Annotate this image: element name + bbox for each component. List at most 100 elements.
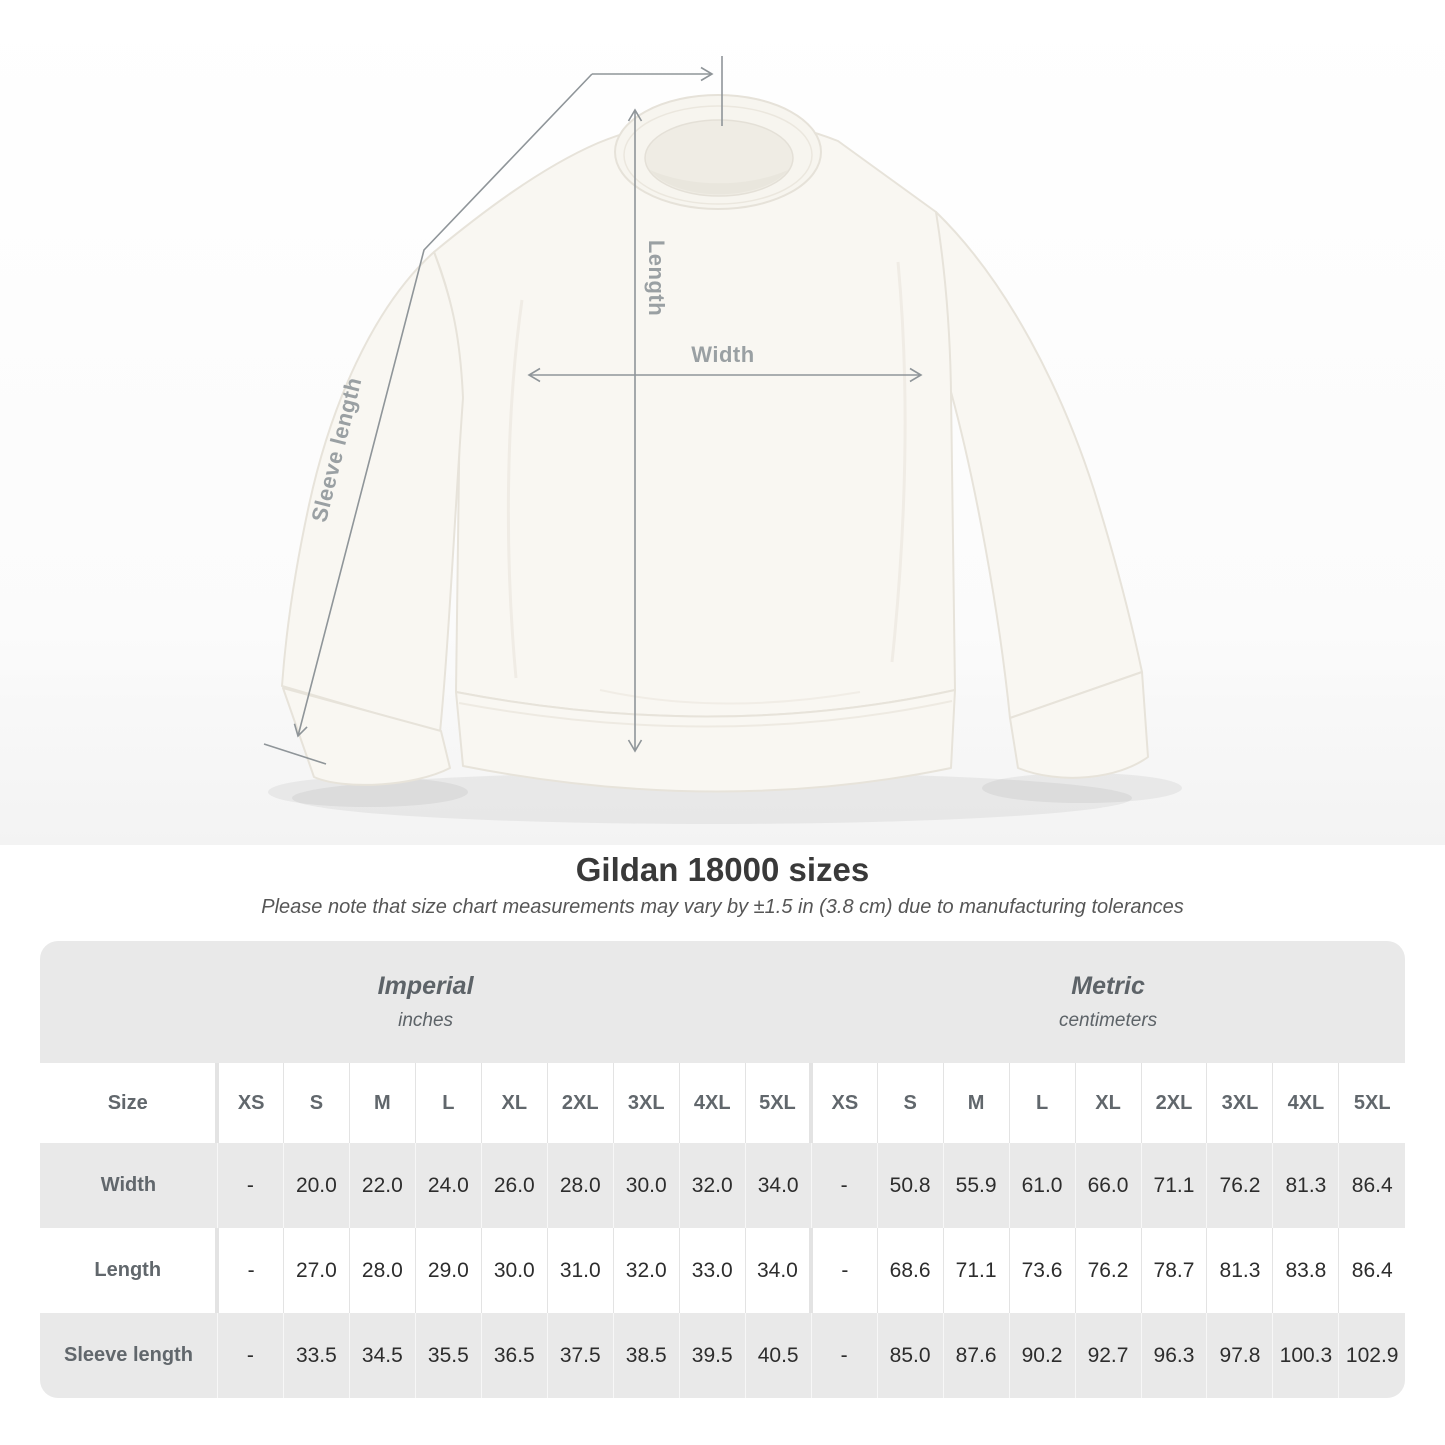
diagram-svg: Length Width Sleeve length — [0, 0, 1445, 845]
size-table: Imperial inches Metric centimeters Size XS S M L… — [40, 941, 1405, 1398]
size-value-cell: - — [215, 1228, 284, 1313]
size-value-cell: 100.3 — [1272, 1313, 1339, 1398]
size-value-cell: 35.5 — [414, 1313, 482, 1398]
sweatshirt-right-cuff — [1009, 671, 1149, 779]
size-col-header: L — [1008, 1063, 1076, 1143]
size-value-cell: 76.2 — [1206, 1143, 1273, 1228]
size-value-cell: 39.5 — [678, 1313, 746, 1398]
size-value-cell: 26.0 — [480, 1143, 548, 1228]
size-value-cell: 37.5 — [546, 1313, 614, 1398]
width-measure-label: Width — [691, 342, 754, 367]
sleeve-length-end-tick — [263, 743, 327, 765]
unit-group-unit: inches — [398, 1010, 454, 1031]
size-value-cell: 24.0 — [414, 1143, 482, 1228]
size-value-cell: 66.0 — [1074, 1143, 1141, 1228]
size-value-cell: 85.0 — [876, 1313, 944, 1398]
size-col-header: S — [282, 1063, 350, 1143]
size-value-cell: 40.5 — [744, 1313, 812, 1398]
size-col-header: 3XL — [1206, 1063, 1273, 1143]
size-value-cell: 92.7 — [1074, 1313, 1141, 1398]
size-header-row: Size XS S M L XL 2XL 3XL 4XL 5XL XS S M L XL 2XL 3XL 4XL 5… — [40, 1063, 1405, 1143]
row-label: Length — [94, 1259, 162, 1281]
size-value-cell: 34.0 — [744, 1228, 812, 1313]
unit-group-header: Metric centimeters — [811, 941, 1405, 1063]
size-value-cell: 34.5 — [348, 1313, 416, 1398]
size-value-cell: 76.2 — [1074, 1228, 1141, 1313]
size-col-header: 2XL — [546, 1063, 614, 1143]
size-value-cell: 29.0 — [414, 1228, 482, 1313]
size-value-cell: 86.4 — [1338, 1228, 1405, 1313]
size-value-cell: 33.5 — [282, 1313, 350, 1398]
size-value-cell: 78.7 — [1140, 1228, 1207, 1313]
size-value-cell: 61.0 — [1008, 1143, 1076, 1228]
size-col-header: 5XL — [744, 1063, 812, 1143]
size-column-title: Size — [107, 1091, 148, 1114]
size-value-cell: 30.0 — [480, 1228, 548, 1313]
size-value-cell: 32.0 — [612, 1228, 680, 1313]
size-value-cell: - — [810, 1143, 878, 1228]
size-value-cell: - — [216, 1143, 284, 1228]
size-value-cell: 87.6 — [942, 1313, 1010, 1398]
size-diagram: Length Width Sleeve length — [0, 0, 1445, 845]
size-col-header: 4XL — [1272, 1063, 1339, 1143]
measurement-row: Width -20.0 22.0 24.0 26.0 28.0 30.0 32.0 34.0-5… — [40, 1143, 1405, 1228]
size-value-cell: 90.2 — [1008, 1313, 1076, 1398]
page-title: Gildan 18000 sizes — [575, 851, 870, 888]
size-value-cell: 55.9 — [942, 1143, 1010, 1228]
garment-shadow — [268, 772, 1182, 824]
size-value-cell: 20.0 — [282, 1143, 350, 1228]
size-value-cell: 81.3 — [1272, 1143, 1339, 1228]
unit-group-name: Imperial — [377, 972, 474, 1000]
measurement-annotations — [263, 56, 923, 765]
length-measure-label: Length — [644, 240, 669, 316]
size-value-cell: 38.5 — [612, 1313, 680, 1398]
sleeve-length-line — [293, 73, 593, 738]
size-value-cell: 33.0 — [678, 1228, 746, 1313]
size-value-cell: 36.5 — [480, 1313, 548, 1398]
size-value-cell: - — [809, 1228, 878, 1313]
size-col-header: XL — [1074, 1063, 1141, 1143]
size-value-cell: 96.3 — [1140, 1313, 1207, 1398]
row-label: Width — [100, 1174, 157, 1196]
measurement-row: Sleeve length -33.5 34.5 35.5 36.5 37.5 38.5 39… — [40, 1313, 1405, 1398]
size-value-cell: 32.0 — [678, 1143, 746, 1228]
size-value-cell: 68.6 — [876, 1228, 944, 1313]
size-col-header: S — [876, 1063, 944, 1143]
size-value-cell: 28.0 — [348, 1228, 416, 1313]
size-col-header: 3XL — [612, 1063, 680, 1143]
size-value-cell: 97.8 — [1206, 1313, 1273, 1398]
size-value-cell: 30.0 — [612, 1143, 680, 1228]
size-col-header: XS — [809, 1063, 878, 1143]
size-value-cell: 86.4 — [1338, 1143, 1405, 1228]
size-col-header: M — [942, 1063, 1010, 1143]
size-value-cell: 81.3 — [1206, 1228, 1273, 1313]
size-value-cell: 102.9 — [1338, 1313, 1405, 1398]
size-value-cell: 34.0 — [744, 1143, 812, 1228]
size-value-cell: 27.0 — [282, 1228, 350, 1313]
tolerance-note: Please note that size chart measurements… — [261, 896, 1184, 918]
size-col-header: 5XL — [1338, 1063, 1405, 1143]
size-value-cell: - — [810, 1313, 878, 1398]
sweatshirt-left-cuff — [282, 687, 451, 786]
size-table-container: Imperial inches Metric centimeters Size XS S M L… — [40, 941, 1405, 1398]
unit-group-header: Imperial inches — [40, 941, 811, 1063]
sweatshirt-collar — [614, 94, 822, 210]
size-value-cell: - — [216, 1313, 284, 1398]
size-value-cell: 71.1 — [1140, 1143, 1207, 1228]
size-col-header: XS — [215, 1063, 284, 1143]
size-col-header: M — [348, 1063, 416, 1143]
size-col-header: 4XL — [678, 1063, 746, 1143]
size-col-header: XL — [480, 1063, 548, 1143]
size-col-header: 2XL — [1140, 1063, 1207, 1143]
size-value-cell: 28.0 — [546, 1143, 614, 1228]
unit-group-name: Metric — [1071, 972, 1145, 1000]
size-value-cell: 73.6 — [1008, 1228, 1076, 1313]
measurement-row: Length -27.0 28.0 29.0 30.0 31.0 32.0 33.0 34.0-… — [40, 1228, 1405, 1313]
size-col-header: L — [414, 1063, 482, 1143]
size-value-cell: 31.0 — [546, 1228, 614, 1313]
size-value-cell: 50.8 — [876, 1143, 944, 1228]
size-value-cell: 22.0 — [348, 1143, 416, 1228]
units-header-row: Imperial inches Metric centimeters — [40, 941, 1405, 1063]
row-label: Sleeve length — [64, 1344, 193, 1366]
